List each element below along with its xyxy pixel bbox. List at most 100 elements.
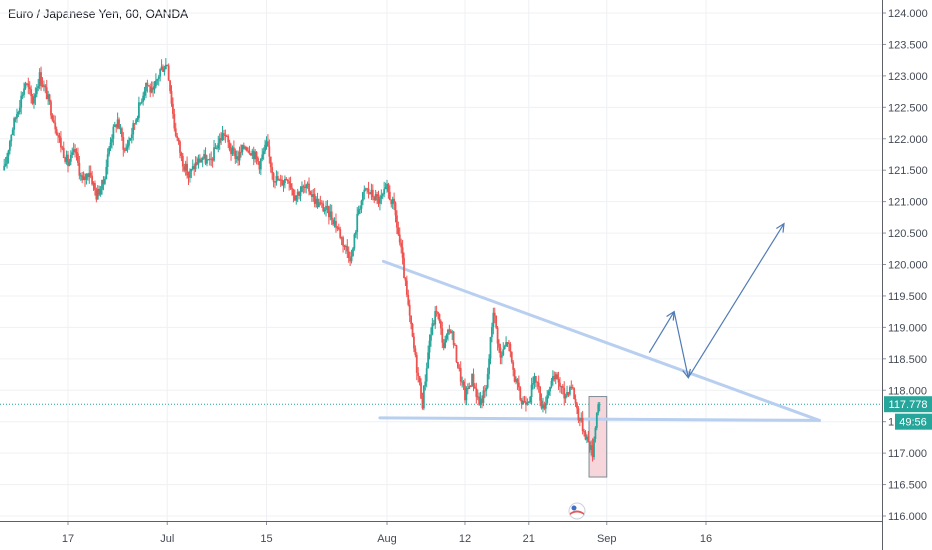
candle-body [549, 386, 551, 392]
candle-body [509, 343, 512, 352]
candle-body [155, 80, 157, 87]
candle-body [103, 178, 106, 184]
candle-body [310, 194, 313, 197]
candle-body [211, 158, 214, 161]
candle-body [401, 247, 404, 258]
candle-body [92, 183, 95, 185]
candle-body [505, 342, 507, 347]
candle-body [500, 355, 503, 358]
candle-body [133, 123, 136, 125]
candle-body [217, 143, 220, 149]
candle-body [539, 386, 542, 401]
candle-body [584, 432, 587, 440]
candle-body [142, 95, 145, 102]
candle-body [588, 441, 591, 450]
candle-body [422, 385, 425, 409]
candle-body [118, 119, 120, 129]
candle-body [18, 107, 21, 112]
candle-body [356, 213, 359, 233]
candle-body [580, 417, 583, 421]
candle-body [244, 147, 247, 149]
candle-body [60, 137, 62, 148]
y-tick-label: 119.000 [888, 322, 927, 334]
candle-body [396, 215, 398, 228]
support-line[interactable] [378, 416, 821, 422]
candle-body [561, 386, 564, 388]
candle-body [50, 101, 52, 116]
candle-body [459, 367, 462, 382]
badge-stripe [570, 510, 584, 515]
descending-trendline[interactable] [381, 259, 821, 422]
candle-body [388, 191, 391, 201]
y-tick-label: 124.000 [888, 8, 928, 20]
candle-body [61, 147, 64, 149]
projection-arrow-segment[interactable] [673, 311, 689, 378]
candle-body [339, 229, 342, 238]
candle-body [293, 195, 296, 201]
candle-body [434, 311, 437, 325]
candle-body [469, 386, 472, 388]
candle-body [150, 87, 153, 93]
candle-body [526, 402, 529, 405]
candle-body [278, 179, 281, 181]
candle-body [465, 388, 468, 401]
candle-body [492, 312, 495, 328]
y-tick-label: 122.500 [888, 102, 928, 114]
projection-arrow-segment[interactable] [687, 223, 785, 378]
projection-arrow-segment[interactable] [648, 311, 675, 353]
candle-body [309, 191, 312, 195]
candle-body [41, 84, 44, 87]
candle-body [384, 187, 387, 190]
y-tick-label: 120.500 [888, 228, 928, 240]
candle-body [556, 374, 559, 380]
y-tick-label: 123.000 [888, 71, 928, 83]
candle-body [381, 194, 384, 196]
candle-body [218, 138, 221, 144]
candle-body [94, 183, 96, 190]
candle-body [346, 246, 349, 252]
candle-body [191, 166, 194, 170]
annotation-layer-back [0, 259, 882, 478]
candle-body [408, 304, 411, 316]
candle-body [417, 372, 420, 377]
y-tick-label: 116.500 [888, 480, 927, 492]
candle-body [33, 97, 35, 104]
candle-body [213, 147, 215, 161]
candle-body [482, 390, 485, 403]
candle-body [174, 128, 177, 136]
x-tick-label: Sep [597, 533, 617, 545]
candle-body [116, 119, 119, 128]
candle-body [428, 340, 431, 353]
candle-body [45, 87, 48, 100]
candle-body [359, 208, 361, 210]
candle-body [249, 153, 252, 156]
candle-body [276, 176, 279, 181]
candle-body [571, 387, 574, 389]
candle-body [23, 88, 25, 95]
x-tick-label: 17 [62, 533, 74, 545]
candle-body [265, 141, 268, 145]
candle-body [52, 120, 55, 123]
candle-body [25, 83, 28, 85]
candle-body [99, 189, 102, 195]
candle-body [379, 198, 381, 204]
candle-body [523, 400, 526, 403]
candle-body [169, 80, 171, 91]
candle-body [112, 126, 115, 139]
candle-body [258, 161, 261, 170]
candle-body [159, 69, 162, 77]
candle-body [586, 436, 588, 440]
candle-body [24, 83, 27, 89]
y-tick-label: 121.500 [888, 165, 928, 177]
x-tick-label: 12 [459, 533, 471, 545]
candle-body [143, 90, 146, 96]
candle-body [122, 136, 125, 150]
countdown-badge [895, 413, 932, 430]
candle-body [13, 118, 16, 130]
candle-body [333, 220, 336, 225]
candle-body [349, 258, 352, 262]
candle-body [573, 388, 576, 400]
candle-body [342, 237, 344, 246]
